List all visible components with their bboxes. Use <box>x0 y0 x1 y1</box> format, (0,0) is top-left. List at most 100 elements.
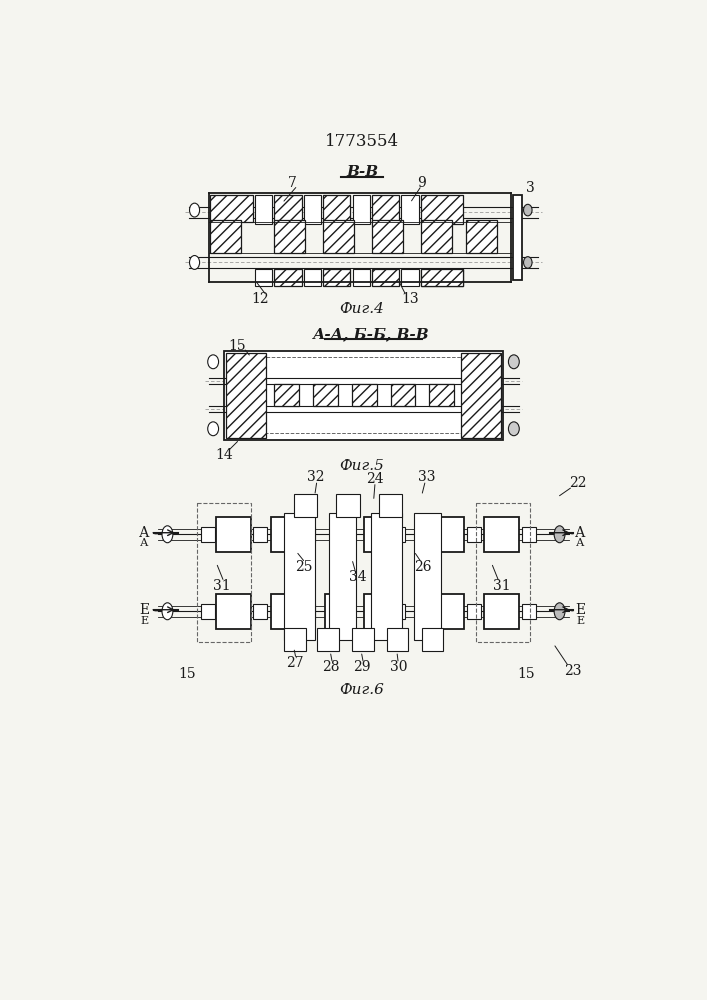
Ellipse shape <box>554 603 565 620</box>
Bar <box>379 494 402 517</box>
Text: 15: 15 <box>518 667 535 681</box>
Bar <box>323 220 354 253</box>
Text: 25: 25 <box>295 560 312 574</box>
Bar <box>197 503 251 642</box>
Bar <box>467 604 481 619</box>
Bar <box>421 628 443 651</box>
Bar <box>329 513 356 640</box>
Bar <box>274 195 301 224</box>
Text: А: А <box>139 526 149 540</box>
Bar <box>353 195 370 224</box>
Ellipse shape <box>524 257 532 268</box>
Ellipse shape <box>208 422 218 436</box>
Bar <box>363 517 391 552</box>
Ellipse shape <box>508 355 519 369</box>
Bar <box>352 384 377 406</box>
Bar <box>255 195 272 224</box>
Bar <box>421 220 452 253</box>
Bar <box>253 604 267 619</box>
Bar <box>284 513 315 640</box>
Bar <box>301 527 315 542</box>
Bar <box>216 594 251 629</box>
Bar <box>421 269 464 286</box>
Text: 33: 33 <box>419 470 436 484</box>
Bar <box>224 351 503 440</box>
Bar <box>304 195 321 224</box>
Bar <box>317 628 339 651</box>
Text: Е: Е <box>575 603 585 617</box>
Text: 7: 7 <box>288 176 297 190</box>
Bar <box>337 494 360 517</box>
Text: 28: 28 <box>322 660 339 674</box>
Bar <box>255 269 272 286</box>
Text: Е: Е <box>576 615 585 626</box>
Bar <box>391 604 404 619</box>
Bar <box>301 604 315 619</box>
Bar <box>522 604 537 619</box>
Bar <box>429 384 454 406</box>
Bar <box>293 494 317 517</box>
Bar <box>414 513 441 640</box>
Text: 29: 29 <box>354 660 370 674</box>
Bar <box>210 195 252 222</box>
Bar <box>421 195 464 224</box>
Text: 9: 9 <box>417 176 426 190</box>
Bar <box>337 527 351 542</box>
Bar <box>402 269 419 286</box>
Text: 15: 15 <box>179 667 197 681</box>
Text: 12: 12 <box>252 292 269 306</box>
Text: 30: 30 <box>390 660 407 674</box>
Bar <box>253 527 267 542</box>
Ellipse shape <box>162 603 173 620</box>
Bar <box>274 384 299 406</box>
Text: Е: Е <box>139 603 149 617</box>
Ellipse shape <box>189 203 199 217</box>
Bar <box>437 594 464 629</box>
Bar <box>201 527 215 542</box>
Text: 31: 31 <box>493 579 510 593</box>
Text: 22: 22 <box>569 476 587 490</box>
Bar <box>421 269 464 286</box>
Bar <box>201 604 215 619</box>
Bar <box>323 269 351 286</box>
Text: А: А <box>140 538 148 548</box>
Bar <box>210 220 241 253</box>
Bar <box>484 517 518 552</box>
Bar <box>353 269 370 286</box>
Text: А: А <box>575 526 586 540</box>
Text: 14: 14 <box>215 448 233 462</box>
Text: 27: 27 <box>286 656 303 670</box>
Bar <box>304 269 321 286</box>
Bar <box>352 628 373 651</box>
Bar <box>391 527 404 542</box>
Text: А-А, Б-Б, В-В: А-А, Б-Б, В-В <box>313 327 430 341</box>
Bar <box>372 269 399 286</box>
Text: Е: Е <box>140 615 148 626</box>
Text: 15: 15 <box>228 339 246 353</box>
Bar <box>313 384 338 406</box>
Bar <box>325 594 352 629</box>
Text: 23: 23 <box>564 664 581 678</box>
Ellipse shape <box>554 526 565 543</box>
Bar <box>271 594 298 629</box>
Text: А: А <box>576 538 585 548</box>
Text: Фиг.4: Фиг.4 <box>339 302 385 316</box>
Text: 26: 26 <box>414 560 432 574</box>
Bar <box>371 513 402 640</box>
Bar <box>271 517 298 552</box>
Text: 13: 13 <box>401 292 419 306</box>
Bar <box>391 384 416 406</box>
Bar <box>466 220 497 253</box>
Text: 32: 32 <box>307 470 325 484</box>
Bar <box>467 527 481 542</box>
Bar <box>513 195 522 280</box>
Text: 1773554: 1773554 <box>325 133 399 150</box>
Bar <box>484 594 518 629</box>
Ellipse shape <box>508 422 519 436</box>
Bar <box>437 517 464 552</box>
Ellipse shape <box>208 355 218 369</box>
Bar <box>274 220 305 253</box>
Bar <box>461 353 501 438</box>
Bar <box>274 269 301 286</box>
Bar <box>226 353 266 438</box>
